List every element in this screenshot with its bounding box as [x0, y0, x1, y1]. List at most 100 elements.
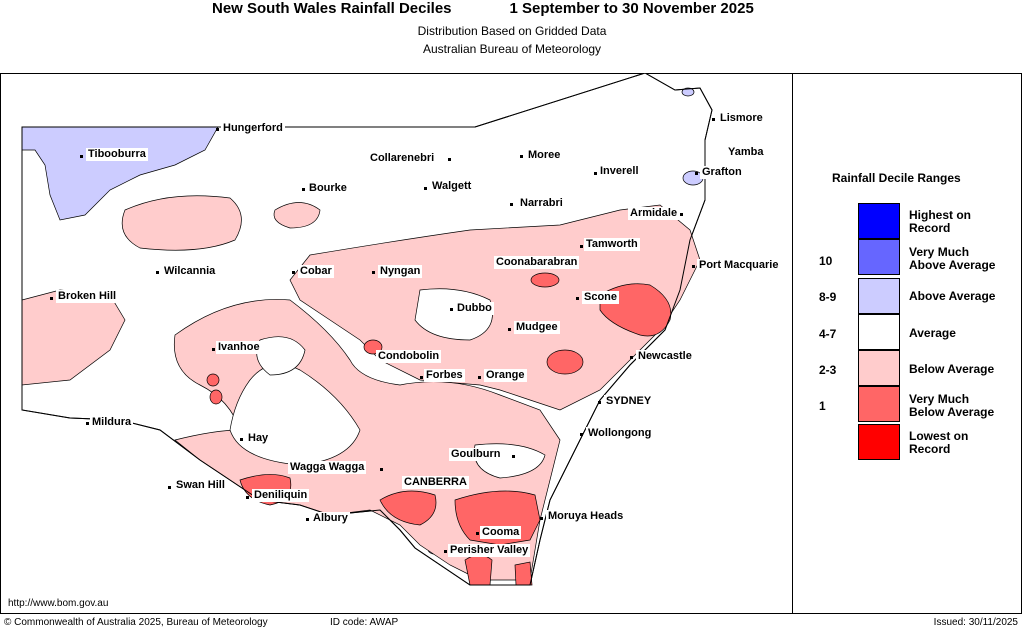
town-marker: [712, 118, 715, 121]
town-marker: [580, 433, 583, 436]
town-marker: [212, 348, 215, 351]
town-broken-hill: Broken Hill: [56, 290, 119, 303]
town-marker: [450, 308, 453, 311]
very-much-below-spot-west: [209, 389, 223, 405]
town-wilcannia: Wilcannia: [162, 265, 218, 278]
town-marker: [86, 422, 89, 425]
legend-range-1: 1: [819, 399, 826, 413]
town-marker: [448, 158, 451, 161]
town-grafton: Grafton: [700, 166, 744, 179]
legend-label-lowest: Lowest on Record: [909, 429, 969, 456]
average-hole-ivanhoe: [256, 336, 306, 376]
town-marker: [695, 172, 698, 175]
town-wollongong: Wollongong: [586, 427, 654, 440]
town-marker: [50, 297, 53, 300]
map-title: New South Wales Rainfall Deciles 1 Septem…: [212, 0, 754, 17]
legend-label-average: Average: [909, 326, 956, 340]
below-average-region-bourke: [273, 202, 321, 229]
town-canberra: CANBERRA: [402, 476, 469, 489]
legend-swatch-very-much-below: [858, 386, 900, 422]
legend-label-very-much-below: Very Much Below Average: [909, 392, 995, 419]
town-hungerford: Hungerford: [221, 122, 285, 135]
legend-range-10: 10: [819, 254, 833, 268]
town-tamworth: Tamworth: [584, 238, 640, 251]
town-marker: [372, 271, 375, 274]
town-goulburn: Goulburn: [449, 448, 503, 461]
town-yamba: Yamba: [726, 146, 766, 159]
legend-swatch-average: [858, 314, 900, 350]
town-marker: [302, 188, 305, 191]
very-much-below-region-canberra: [379, 490, 437, 526]
town-marker: [168, 486, 171, 489]
very-much-below-spot-coonabarabran: [530, 272, 560, 288]
town-inverell: Inverell: [598, 165, 641, 178]
town-perisher-valley: Perisher Valley: [448, 544, 531, 557]
town-marker: [380, 468, 383, 471]
town-marker: [576, 297, 579, 300]
town-marker: [580, 245, 583, 248]
town-ivanhoe: Ivanhoe: [216, 341, 262, 354]
average-hole-dubbo: [414, 288, 493, 341]
town-deniliquin: Deniliquin: [252, 489, 310, 502]
very-much-below-spot-ivanhoe: [206, 373, 220, 387]
town-cooma: Cooma: [480, 526, 522, 539]
town-cobar: Cobar: [298, 265, 334, 278]
town-mudgee: Mudgee: [514, 321, 560, 334]
legend-swatch-lowest: [858, 424, 900, 460]
town-orange: Orange: [484, 369, 527, 382]
town-sydney: SYDNEY: [604, 395, 654, 408]
town-lismore: Lismore: [718, 112, 765, 125]
legend-swatch-very-much-above: [858, 239, 900, 275]
town-marker: [630, 356, 633, 359]
town-hay: Hay: [246, 432, 271, 445]
town-marker: [478, 376, 481, 379]
town-forbes: Forbes: [424, 369, 465, 382]
town-bourke: Bourke: [307, 182, 349, 195]
legend-label-highest: Highest on Record: [909, 208, 971, 235]
map-source: Australian Bureau of Meteorology: [422, 42, 602, 56]
legend-label-above: Above Average: [909, 289, 996, 303]
town-nyngan: Nyngan: [378, 265, 423, 278]
town-marker: [246, 496, 249, 499]
town-marker: [240, 438, 243, 441]
town-wagga-wagga: Wagga Wagga: [288, 461, 367, 474]
legend-divider: [792, 73, 793, 614]
very-much-below-spot-mudgee: [546, 349, 584, 375]
town-armidale: Armidale: [628, 207, 680, 220]
town-port-macquarie: Port Macquarie: [697, 259, 781, 272]
bom-url-link[interactable]: http://www.bom.gov.au: [8, 598, 109, 609]
town-marker: [80, 155, 83, 158]
town-tibooburra: Tibooburra: [86, 148, 148, 161]
town-moruya-heads: Moruya Heads: [546, 510, 626, 523]
town-scone: Scone: [582, 291, 620, 304]
map-frame: [0, 73, 1022, 614]
town-marker: [306, 518, 309, 521]
below-average-region-west-blob: [121, 195, 242, 251]
legend-title: Rainfall Decile Ranges: [832, 171, 961, 185]
town-swan-hill: Swan Hill: [174, 479, 227, 492]
town-dubbo: Dubbo: [455, 302, 494, 315]
town-coonabarabran: Coonabarabran: [494, 256, 580, 269]
id-code: ID code: AWAP: [330, 617, 399, 628]
town-mildura: Mildura: [90, 416, 134, 429]
legend-range-2-3: 2-3: [819, 363, 837, 377]
town-marker: [156, 271, 159, 274]
town-moree: Moree: [526, 149, 563, 162]
town-walgett: Walgett: [430, 180, 474, 193]
town-condobolin: Condobolin: [376, 350, 442, 363]
town-marker: [520, 155, 523, 158]
above-average-spot-north: [681, 87, 695, 97]
town-marker: [424, 187, 427, 190]
town-marker: [508, 328, 511, 331]
legend-swatch-highest: [858, 203, 900, 239]
copyright-notice: © Commonwealth of Australia 2025, Bureau…: [4, 617, 268, 628]
very-much-below-region-south-coast: [464, 554, 493, 586]
town-marker: [680, 213, 683, 216]
town-narrabri: Narrabri: [518, 197, 565, 210]
town-marker: [598, 401, 601, 404]
town-newcastle: Newcastle: [636, 350, 694, 363]
map-subtitle: Distribution Based on Gridded Data: [417, 24, 607, 38]
town-marker: [292, 271, 295, 274]
legend-label-below: Below Average: [909, 362, 995, 376]
town-marker: [540, 517, 543, 520]
